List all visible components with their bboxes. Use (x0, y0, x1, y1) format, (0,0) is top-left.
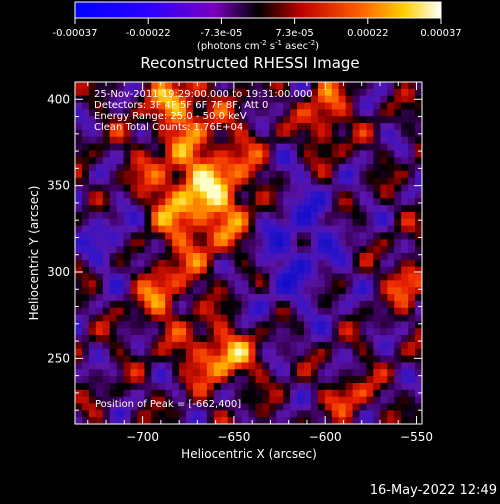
x-tick-label: −550 (400, 430, 433, 444)
x-axis-label: Heliocentric X (arcsec) (181, 447, 317, 461)
peak-position-label: Position of Peak = [-662,400] (95, 399, 241, 410)
y-tick-label: 400 (47, 92, 70, 106)
heatmap-image (75, 82, 422, 424)
axis-ticks: −700 −650 −600 −550 250 300 350 400 (47, 81, 433, 444)
y-tick-label: 300 (47, 265, 70, 279)
colorbar-tick-label: -0.00022 (126, 28, 171, 39)
colorbar-tick-label: -0.00037 (53, 28, 98, 39)
annotation-time-range: 25-Nov-2011 19:29:00.000 to 19:31:00.000 (94, 89, 313, 100)
annotation-block: 25-Nov-2011 19:29:00.000 to 19:31:00.000… (94, 89, 313, 133)
x-tick-label: −700 (126, 430, 159, 444)
colorbar-ticks: -0.00037 -0.00022 -7.3e-05 7.3e-05 0.00022 0.… (53, 18, 462, 39)
colorbar-unit-label: (photons cm-2 s-1 asec-2) (197, 39, 319, 52)
x-tick-label: −650 (217, 430, 250, 444)
annotation-detectors: Detectors: 3F 4F 5F 6F 7F 8F, Att 0 (94, 100, 268, 111)
y-axis-label: Heliocentric Y (arcsec) (27, 186, 41, 321)
annotation-clean-counts: Clean Total Counts: 1.76E+04 (94, 122, 243, 133)
chart-title: Reconstructed RHESSI Image (140, 54, 359, 72)
plot-frame (74, 81, 423, 425)
colorbar-tick-label: 0.00037 (420, 28, 461, 39)
timestamp: 16-May-2022 12:49 (370, 483, 497, 498)
colorbar-tick-label: -7.3e-05 (200, 28, 242, 39)
y-tick-label: 350 (47, 179, 70, 193)
y-tick-label: 250 (47, 351, 70, 365)
colorbar (74, 1, 442, 19)
colorbar-tick-label: 7.3e-05 (275, 28, 313, 39)
x-tick-label: −600 (309, 430, 342, 444)
colorbar-tick-label: 0.00022 (347, 28, 388, 39)
annotation-energy-range: Energy Range: 25.0 - 50.0 keV (94, 111, 247, 122)
